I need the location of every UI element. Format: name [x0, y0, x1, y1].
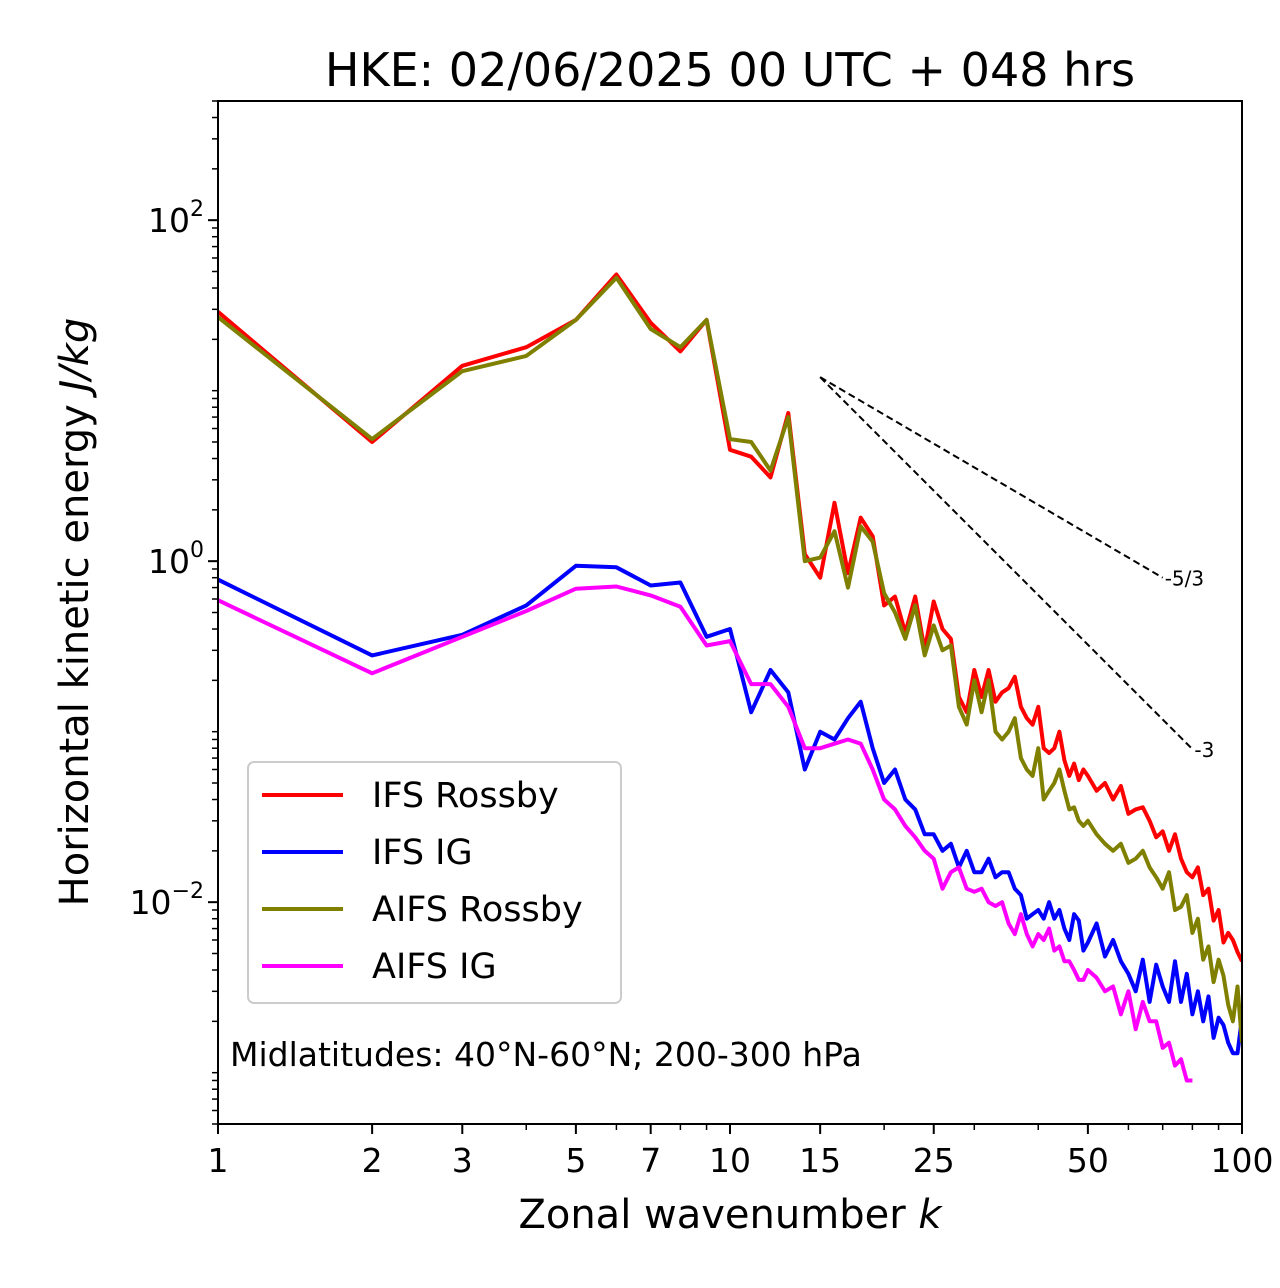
x-tick-label: 5 [565, 1141, 586, 1180]
reference-slopes: -5/3 -3 [819, 376, 1214, 762]
x-tick-label: 3 [452, 1141, 473, 1180]
legend-box [247, 761, 622, 1004]
x-tick-label: 50 [1067, 1141, 1109, 1180]
x-tick-label: 1 [208, 1141, 229, 1180]
x-tick-label: 7 [640, 1141, 661, 1180]
y-tick-label: 10−2 [130, 879, 204, 922]
x-tick-label: 10 [709, 1141, 751, 1180]
x-tick-label: 100 [1211, 1141, 1274, 1180]
y-axis-ticks: 102 100 10−2 [130, 100, 218, 1125]
y-tick-label: 100 [148, 538, 204, 581]
y-axis-label: Horizontal kinetic energy J/kg [52, 318, 98, 907]
x-tick-label: 2 [362, 1141, 383, 1180]
x-axis-ticks: 1 2 3 5 7 10 15 25 50 100 [208, 1124, 1274, 1180]
series-line-aifs-ig [218, 584, 1193, 1083]
reference-slope-label-1: -5/3 [1165, 567, 1204, 591]
series-layer [218, 272, 1242, 1083]
x-tick-label: 15 [799, 1141, 841, 1180]
chart-title: HKE: 02/06/2025 00 UTC + 048 hrs [325, 43, 1135, 97]
x-tick-label: 25 [913, 1141, 955, 1180]
y-tick-label: 102 [148, 197, 204, 240]
series-line-aifs-rossby [218, 275, 1242, 1043]
legend-label-aifs-rossby: AIFS Rossby [372, 890, 583, 930]
x-axis-label: Zonal wavenumber k [518, 1192, 943, 1238]
reference-slope-line-1 [819, 376, 1164, 579]
legend: IFS Rossby IFS IG AIFS Rossby AIFS IG [247, 761, 622, 1004]
legend-label-ifs-rossby: IFS Rossby [372, 776, 559, 816]
reference-slope-label-2: -3 [1194, 738, 1214, 762]
legend-label-aifs-ig: AIFS IG [372, 947, 497, 987]
region-annotation: Midlatitudes: 40°N-60°N; 200-300 hPa [230, 1035, 862, 1074]
legend-label-ifs-ig: IFS IG [372, 833, 473, 873]
